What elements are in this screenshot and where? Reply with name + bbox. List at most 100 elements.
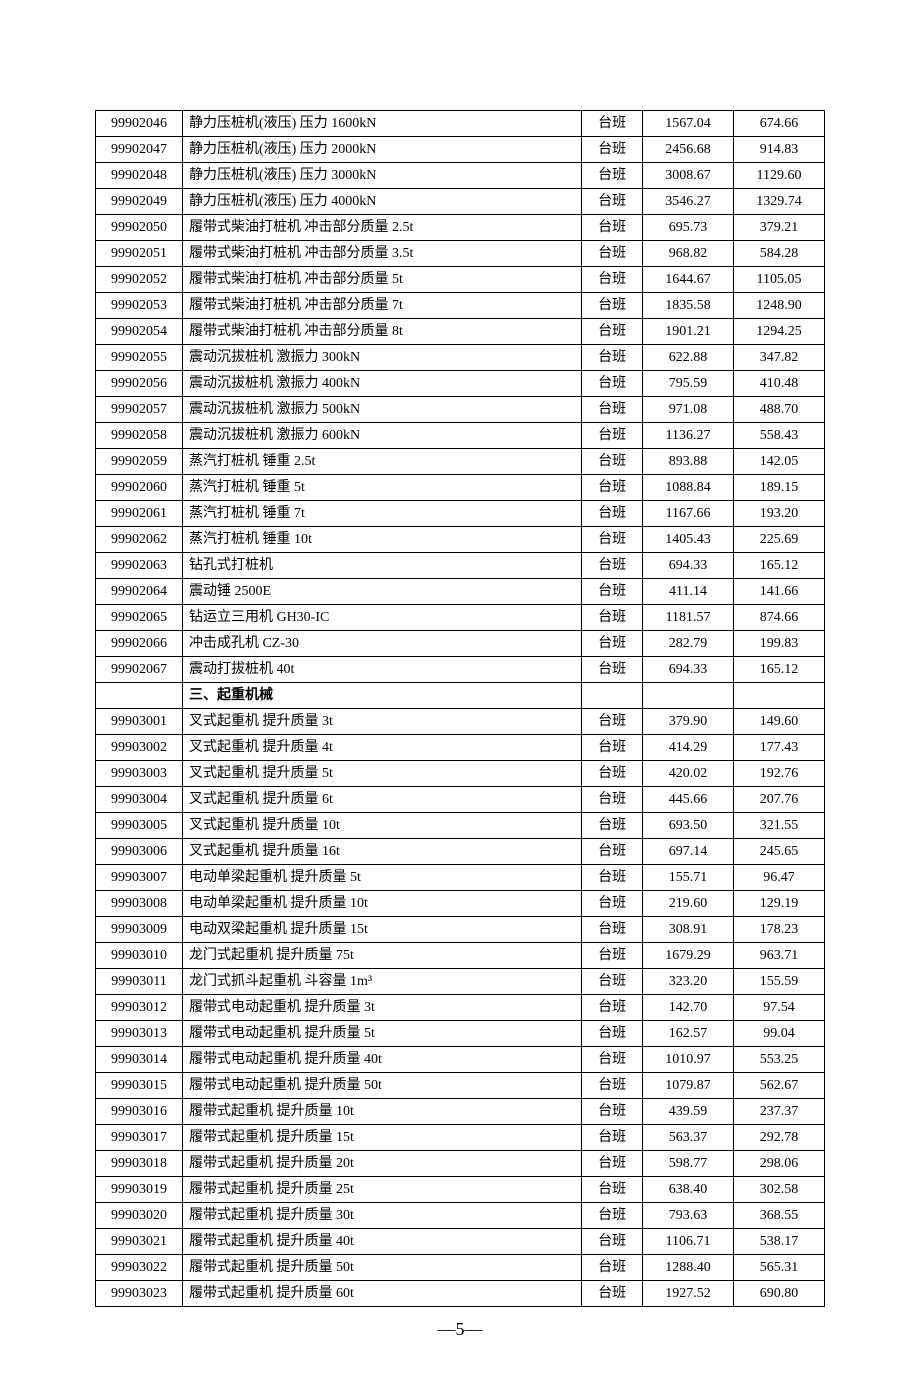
unit-cell: 台班 [582, 865, 643, 891]
table-row: 99902062蒸汽打桩机 锤重 10t台班1405.43225.69 [96, 527, 825, 553]
name-cell: 履带式起重机 提升质量 60t [182, 1281, 581, 1307]
table-row: 99902059蒸汽打桩机 锤重 2.5t台班893.88142.05 [96, 449, 825, 475]
price2-cell: 245.65 [733, 839, 824, 865]
table-row: 99902047静力压桩机(液压) 压力 2000kN台班2456.68914.… [96, 137, 825, 163]
unit-cell: 台班 [582, 917, 643, 943]
price2-cell: 562.67 [733, 1073, 824, 1099]
code-cell: 99902056 [96, 371, 183, 397]
price1-cell: 2456.68 [642, 137, 733, 163]
unit-cell: 台班 [582, 1021, 643, 1047]
name-cell: 震动锤 2500E [182, 579, 581, 605]
table-row: 99903019履带式起重机 提升质量 25t台班638.40302.58 [96, 1177, 825, 1203]
price1-cell: 694.33 [642, 657, 733, 683]
table-row: 99902048静力压桩机(液压) 压力 3000kN台班3008.671129… [96, 163, 825, 189]
unit-cell: 台班 [582, 553, 643, 579]
price2-cell: 565.31 [733, 1255, 824, 1281]
price1-cell: 697.14 [642, 839, 733, 865]
price1-cell: 893.88 [642, 449, 733, 475]
table-row: 99902065钻运立三用机 GH30-IC台班1181.57874.66 [96, 605, 825, 631]
table-row: 99903003叉式起重机 提升质量 5t台班420.02192.76 [96, 761, 825, 787]
code-cell: 99903014 [96, 1047, 183, 1073]
code-cell: 99902047 [96, 137, 183, 163]
table-row: 99902063钻孔式打桩机台班694.33165.12 [96, 553, 825, 579]
name-cell: 静力压桩机(液压) 压力 2000kN [182, 137, 581, 163]
code-cell: 99903003 [96, 761, 183, 787]
name-cell: 履带式电动起重机 提升质量 50t [182, 1073, 581, 1099]
unit-cell: 台班 [582, 319, 643, 345]
name-cell: 履带式起重机 提升质量 20t [182, 1151, 581, 1177]
price2-cell: 553.25 [733, 1047, 824, 1073]
code-cell: 99903002 [96, 735, 183, 761]
table-row: 99902067震动打拔桩机 40t台班694.33165.12 [96, 657, 825, 683]
unit-cell: 台班 [582, 501, 643, 527]
price2-cell: 165.12 [733, 553, 824, 579]
name-cell: 冲击成孔机 CZ-30 [182, 631, 581, 657]
table-row: 99903016履带式起重机 提升质量 10t台班439.59237.37 [96, 1099, 825, 1125]
unit-cell: 台班 [582, 813, 643, 839]
table-row: 99903014履带式电动起重机 提升质量 40t台班1010.97553.25 [96, 1047, 825, 1073]
unit-cell: 台班 [582, 1047, 643, 1073]
code-cell: 99902057 [96, 397, 183, 423]
price1-cell: 411.14 [642, 579, 733, 605]
table-row: 99903001叉式起重机 提升质量 3t台班379.90149.60 [96, 709, 825, 735]
name-cell: 叉式起重机 提升质量 3t [182, 709, 581, 735]
price1-cell: 695.73 [642, 215, 733, 241]
price2-cell: 292.78 [733, 1125, 824, 1151]
name-cell: 蒸汽打桩机 锤重 10t [182, 527, 581, 553]
code-cell: 99902062 [96, 527, 183, 553]
code-cell: 99903020 [96, 1203, 183, 1229]
code-cell: 99902067 [96, 657, 183, 683]
table-row: 99903011龙门式抓斗起重机 斗容量 1m³台班323.20155.59 [96, 969, 825, 995]
table-row: 99903007电动单梁起重机 提升质量 5t台班155.7196.47 [96, 865, 825, 891]
price2-cell: 142.05 [733, 449, 824, 475]
code-cell: 99903019 [96, 1177, 183, 1203]
price1-cell: 282.79 [642, 631, 733, 657]
name-cell: 履带式柴油打桩机 冲击部分质量 2.5t [182, 215, 581, 241]
name-cell: 震动沉拔桩机 激振力 600kN [182, 423, 581, 449]
unit-cell: 台班 [582, 475, 643, 501]
code-cell: 99903023 [96, 1281, 183, 1307]
price2-cell: 96.47 [733, 865, 824, 891]
code-cell: 99903008 [96, 891, 183, 917]
price2-cell: 690.80 [733, 1281, 824, 1307]
code-cell: 99902046 [96, 111, 183, 137]
table-row: 99902058震动沉拔桩机 激振力 600kN台班1136.27558.43 [96, 423, 825, 449]
unit-cell: 台班 [582, 787, 643, 813]
table-row: 99903009电动双梁起重机 提升质量 15t台班308.91178.23 [96, 917, 825, 943]
price1-cell: 414.29 [642, 735, 733, 761]
unit-cell: 台班 [582, 111, 643, 137]
price1-cell: 1901.21 [642, 319, 733, 345]
unit-cell: 台班 [582, 345, 643, 371]
name-cell: 震动沉拔桩机 激振力 400kN [182, 371, 581, 397]
price2-cell: 298.06 [733, 1151, 824, 1177]
name-cell: 履带式起重机 提升质量 10t [182, 1099, 581, 1125]
price2-cell: 1294.25 [733, 319, 824, 345]
price1-cell: 971.08 [642, 397, 733, 423]
price2-cell: 368.55 [733, 1203, 824, 1229]
price2-cell: 410.48 [733, 371, 824, 397]
price2-cell: 189.15 [733, 475, 824, 501]
price1-cell: 1405.43 [642, 527, 733, 553]
code-cell: 99902058 [96, 423, 183, 449]
table-row: 99903005叉式起重机 提升质量 10t台班693.50321.55 [96, 813, 825, 839]
price2-cell: 302.58 [733, 1177, 824, 1203]
price1-cell: 1079.87 [642, 1073, 733, 1099]
price2-cell: 155.59 [733, 969, 824, 995]
price1-cell: 142.70 [642, 995, 733, 1021]
price2-cell: 674.66 [733, 111, 824, 137]
equipment-price-table: 99902046静力压桩机(液压) 压力 1600kN台班1567.04674.… [95, 110, 825, 1307]
name-cell: 叉式起重机 提升质量 5t [182, 761, 581, 787]
table-row: 99902064震动锤 2500E台班411.14141.66 [96, 579, 825, 605]
table-row: 99903002叉式起重机 提升质量 4t台班414.29177.43 [96, 735, 825, 761]
price1-cell: 3546.27 [642, 189, 733, 215]
name-cell: 履带式起重机 提升质量 40t [182, 1229, 581, 1255]
unit-cell: 台班 [582, 1125, 643, 1151]
table-row: 99903021履带式起重机 提升质量 40t台班1106.71538.17 [96, 1229, 825, 1255]
name-cell: 龙门式起重机 提升质量 75t [182, 943, 581, 969]
price2-cell: 192.76 [733, 761, 824, 787]
unit-cell: 台班 [582, 215, 643, 241]
name-cell: 震动打拔桩机 40t [182, 657, 581, 683]
table-row: 99903020履带式起重机 提升质量 30t台班793.63368.55 [96, 1203, 825, 1229]
name-cell: 履带式电动起重机 提升质量 40t [182, 1047, 581, 1073]
unit-cell: 台班 [582, 605, 643, 631]
